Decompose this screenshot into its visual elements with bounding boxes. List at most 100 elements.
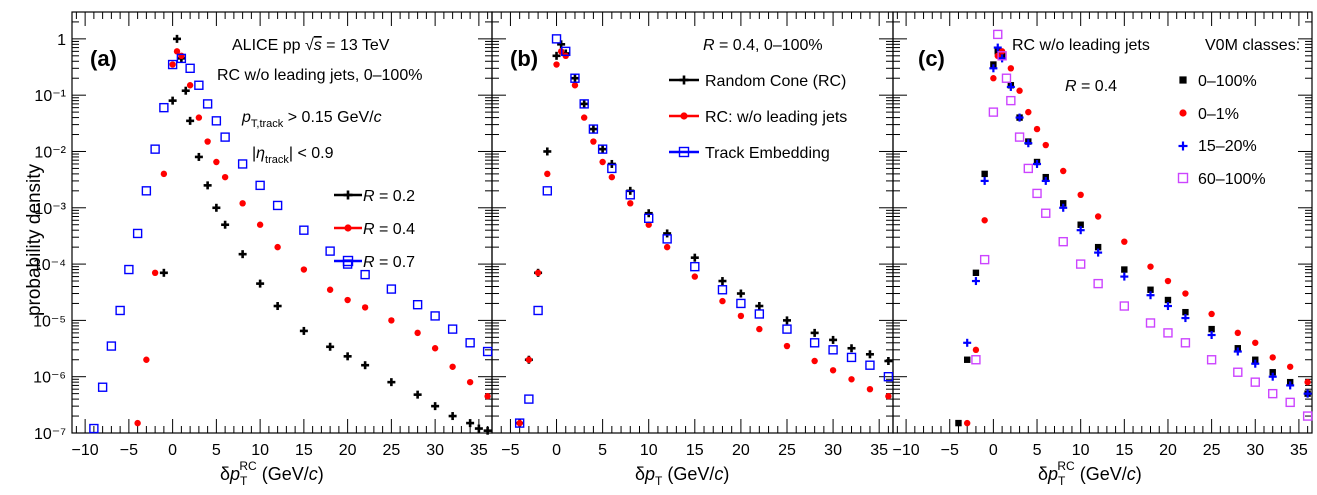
marker-open-square bbox=[542, 186, 553, 196]
marker-open-square bbox=[1058, 236, 1068, 247]
series-r-0-2 bbox=[159, 34, 492, 435]
panel-a-label: (a) bbox=[90, 46, 117, 71]
marker-circle bbox=[972, 346, 980, 354]
marker-circle bbox=[1025, 108, 1032, 116]
marker-circle bbox=[143, 356, 150, 363]
marker-open-square bbox=[1163, 328, 1173, 338]
panel-c-label: (c) bbox=[918, 46, 945, 71]
marker-cross-v bbox=[1009, 82, 1012, 91]
marker-open-square bbox=[993, 29, 1003, 40]
marker-circle bbox=[599, 158, 606, 166]
panel-a-annotation-pt-cut: pT,track > 0.15 GeV/c bbox=[241, 109, 382, 130]
marker-cross-v bbox=[974, 277, 978, 286]
marker-open-square bbox=[255, 180, 265, 191]
marker-open-square bbox=[1023, 163, 1034, 174]
marker-cross-v bbox=[1254, 359, 1257, 368]
marker-circle bbox=[178, 52, 185, 60]
series-track-embedding bbox=[514, 34, 894, 428]
marker-circle bbox=[1252, 339, 1259, 346]
marker-circle bbox=[1121, 238, 1128, 245]
marker-open-square bbox=[360, 269, 370, 280]
marker-open-square bbox=[828, 345, 838, 355]
marker-cross-v bbox=[184, 86, 188, 95]
marker-cross-v bbox=[258, 279, 262, 288]
marker-open-square bbox=[237, 159, 248, 169]
marker-circle bbox=[534, 269, 542, 277]
marker-open-square bbox=[1001, 73, 1012, 83]
marker-open-square bbox=[167, 59, 178, 70]
marker-open-square bbox=[736, 298, 746, 309]
legend-marker bbox=[669, 112, 699, 120]
x-tick-label: 15 bbox=[1115, 442, 1133, 459]
marker-open-square bbox=[754, 309, 765, 319]
marker-circle bbox=[213, 158, 220, 166]
series-rc-w-o-leading-jets bbox=[516, 48, 892, 427]
panel-b-annotation: R = 0.4, 0–100% bbox=[703, 37, 823, 54]
marker-circle bbox=[990, 75, 997, 82]
marker-open-square bbox=[625, 190, 635, 200]
marker-circle bbox=[1094, 213, 1102, 220]
marker-cross-v bbox=[1001, 54, 1004, 63]
marker-circle bbox=[466, 378, 474, 386]
marker-square bbox=[963, 356, 971, 363]
marker-open-square bbox=[211, 116, 222, 126]
panel-c-legend-label-0-1: 0–1% bbox=[1198, 106, 1239, 123]
marker-circle bbox=[1304, 378, 1311, 386]
marker-open-square bbox=[124, 264, 134, 275]
marker-cross-v bbox=[175, 34, 179, 43]
marker-cross-v bbox=[1062, 203, 1065, 212]
marker-open-square bbox=[1145, 318, 1156, 328]
x-tick-label: 0 bbox=[989, 442, 998, 459]
x-tick-label: 0 bbox=[552, 442, 561, 459]
marker-cross-v bbox=[813, 328, 816, 337]
marker-cross-v bbox=[363, 361, 367, 370]
marker-open-square bbox=[386, 284, 397, 294]
panel-a-annotation-selection: RC w/o leading jets, 0–100% bbox=[217, 67, 422, 84]
marker-circle bbox=[1164, 277, 1172, 285]
panel-a-legend-label-r02: R = 0.2 bbox=[363, 188, 415, 205]
legend-marker bbox=[669, 146, 699, 158]
marker-circle bbox=[691, 273, 699, 280]
marker-cross-v bbox=[223, 220, 227, 229]
marker-square bbox=[972, 269, 980, 277]
panel-c-legend-label-0-100: 0–100% bbox=[1198, 73, 1257, 90]
marker-open-square bbox=[342, 255, 354, 267]
marker-cross-v bbox=[850, 344, 853, 353]
marker-open-square bbox=[430, 311, 440, 321]
marker-square bbox=[1179, 76, 1187, 84]
marker-cross-v bbox=[693, 253, 697, 262]
x-tick-label: 5 bbox=[598, 442, 607, 459]
marker-open-square bbox=[597, 144, 608, 154]
marker-cross-v bbox=[831, 335, 835, 344]
marker-cross-v bbox=[433, 402, 437, 411]
marker-cross-v bbox=[162, 268, 166, 277]
marker-circle bbox=[885, 393, 892, 400]
series-0-1- bbox=[963, 48, 1311, 427]
marker-square bbox=[1182, 308, 1189, 316]
marker-open-square bbox=[176, 53, 187, 64]
series-r-0-4 bbox=[134, 48, 491, 427]
marker-circle bbox=[719, 297, 726, 305]
x-tick-label: 10 bbox=[1072, 442, 1090, 459]
marker-open-square bbox=[883, 371, 894, 382]
x-tick-label: 30 bbox=[426, 442, 444, 459]
marker-cross-v bbox=[276, 302, 279, 311]
marker-open-square bbox=[1119, 301, 1130, 311]
marker-open-square bbox=[717, 285, 728, 295]
x-tick-label: 30 bbox=[1246, 442, 1264, 459]
marker-circle bbox=[431, 345, 439, 352]
series-15-20- bbox=[963, 43, 1312, 398]
marker-cross-v bbox=[328, 342, 332, 351]
marker-square bbox=[1208, 325, 1215, 333]
marker-cross-v bbox=[1181, 141, 1185, 151]
marker-open-square bbox=[1032, 188, 1042, 199]
marker-cross-v bbox=[416, 390, 419, 399]
panel-c-x-axis-label: δpTRC (GeV/c) bbox=[1038, 459, 1142, 488]
marker-circle bbox=[173, 48, 181, 55]
marker-cross-v bbox=[1097, 248, 1100, 257]
marker-open-square bbox=[106, 341, 117, 351]
marker-circle bbox=[1286, 363, 1294, 370]
marker-circle bbox=[195, 114, 203, 121]
marker-cross-v bbox=[647, 209, 651, 218]
marker-cross-v bbox=[573, 74, 577, 83]
